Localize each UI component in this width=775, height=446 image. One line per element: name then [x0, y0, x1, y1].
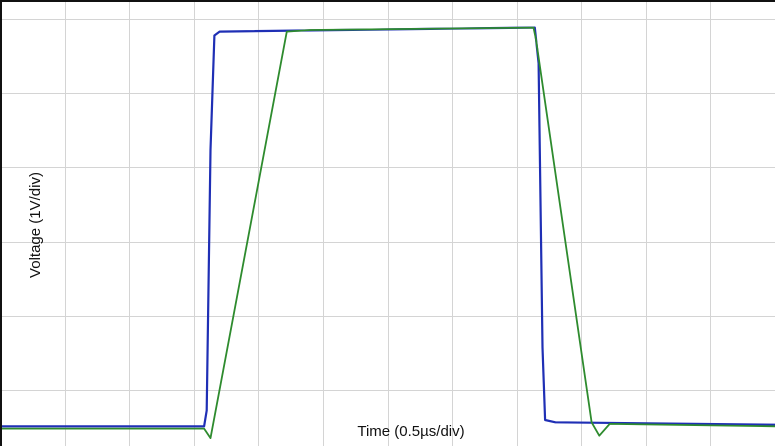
y-axis-label: Voltage (1V/div): [27, 172, 44, 278]
trace-line-green: [0, 26, 775, 439]
x-axis-label: Time (0.5µs/div): [357, 423, 464, 440]
signal-traces: [0, 26, 775, 439]
